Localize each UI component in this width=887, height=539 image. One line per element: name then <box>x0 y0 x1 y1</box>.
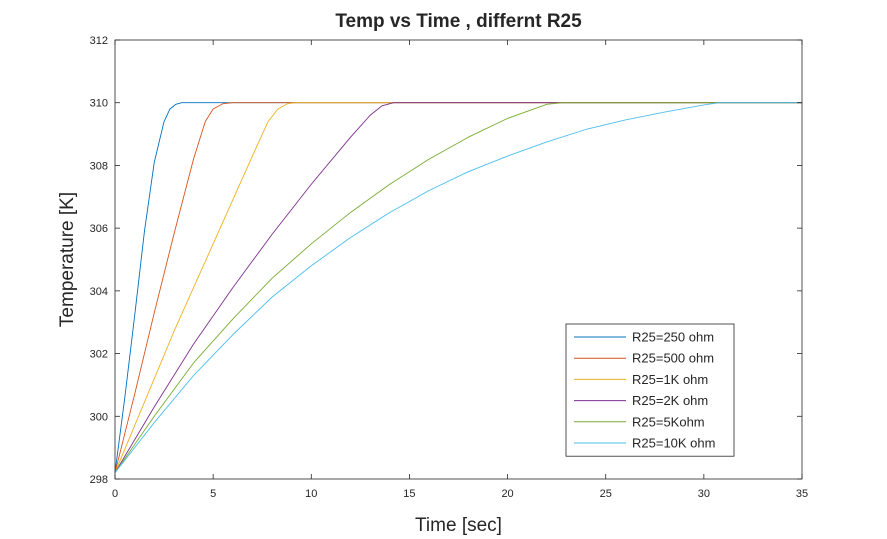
x-tick-label: 20 <box>501 488 513 500</box>
legend-label: R25=250 ohm <box>632 330 714 345</box>
y-axis-title: Temperature [K] <box>57 192 78 327</box>
legend-label: R25=2K ohm <box>632 393 708 408</box>
x-tick-label: 30 <box>698 488 710 500</box>
series-line-5 <box>114 102 802 473</box>
chart-title: Temp vs Time , differnt R25 <box>335 11 582 32</box>
y-tick-label: 312 <box>90 35 108 47</box>
plot-frame <box>114 39 803 480</box>
x-tick-label: 25 <box>600 488 612 500</box>
series-line-2 <box>114 102 802 473</box>
legend-label: R25=5Kohm <box>632 414 705 429</box>
y-tick-label: 306 <box>90 223 108 235</box>
y-tick-label: 304 <box>90 286 108 298</box>
y-tick-label: 308 <box>90 160 108 172</box>
y-tick-label: 300 <box>90 411 108 423</box>
x-tick-label: 15 <box>403 488 415 500</box>
series-layer <box>114 102 802 474</box>
series-line-6 <box>114 102 802 474</box>
x-axis-title: Time [sec] <box>415 515 502 536</box>
ticks-layer: 0 5 10 15 20 25 30 35 298 300 302 304 306 308 310 312 <box>90 35 808 500</box>
y-tick-label: 310 <box>90 98 108 110</box>
x-tick-label: 0 <box>112 488 118 500</box>
legend-box <box>565 323 735 457</box>
legend: R25=250 ohm R25=500 ohm R25=1K ohm R25=2K o… <box>565 323 735 457</box>
x-tick-label: 5 <box>210 488 216 500</box>
legend-label: R25=500 ohm <box>632 351 714 366</box>
legend-label: R25=10K ohm <box>632 436 715 451</box>
x-tick-label: 10 <box>305 488 317 500</box>
x-tick-label: 35 <box>796 488 808 500</box>
series-line-4 <box>114 102 802 473</box>
y-tick-label: 302 <box>90 349 108 361</box>
series-line-1 <box>114 102 802 473</box>
legend-label: R25=1K ohm <box>632 372 708 387</box>
series-line-3 <box>114 102 802 473</box>
y-tick-label: 298 <box>90 474 108 486</box>
